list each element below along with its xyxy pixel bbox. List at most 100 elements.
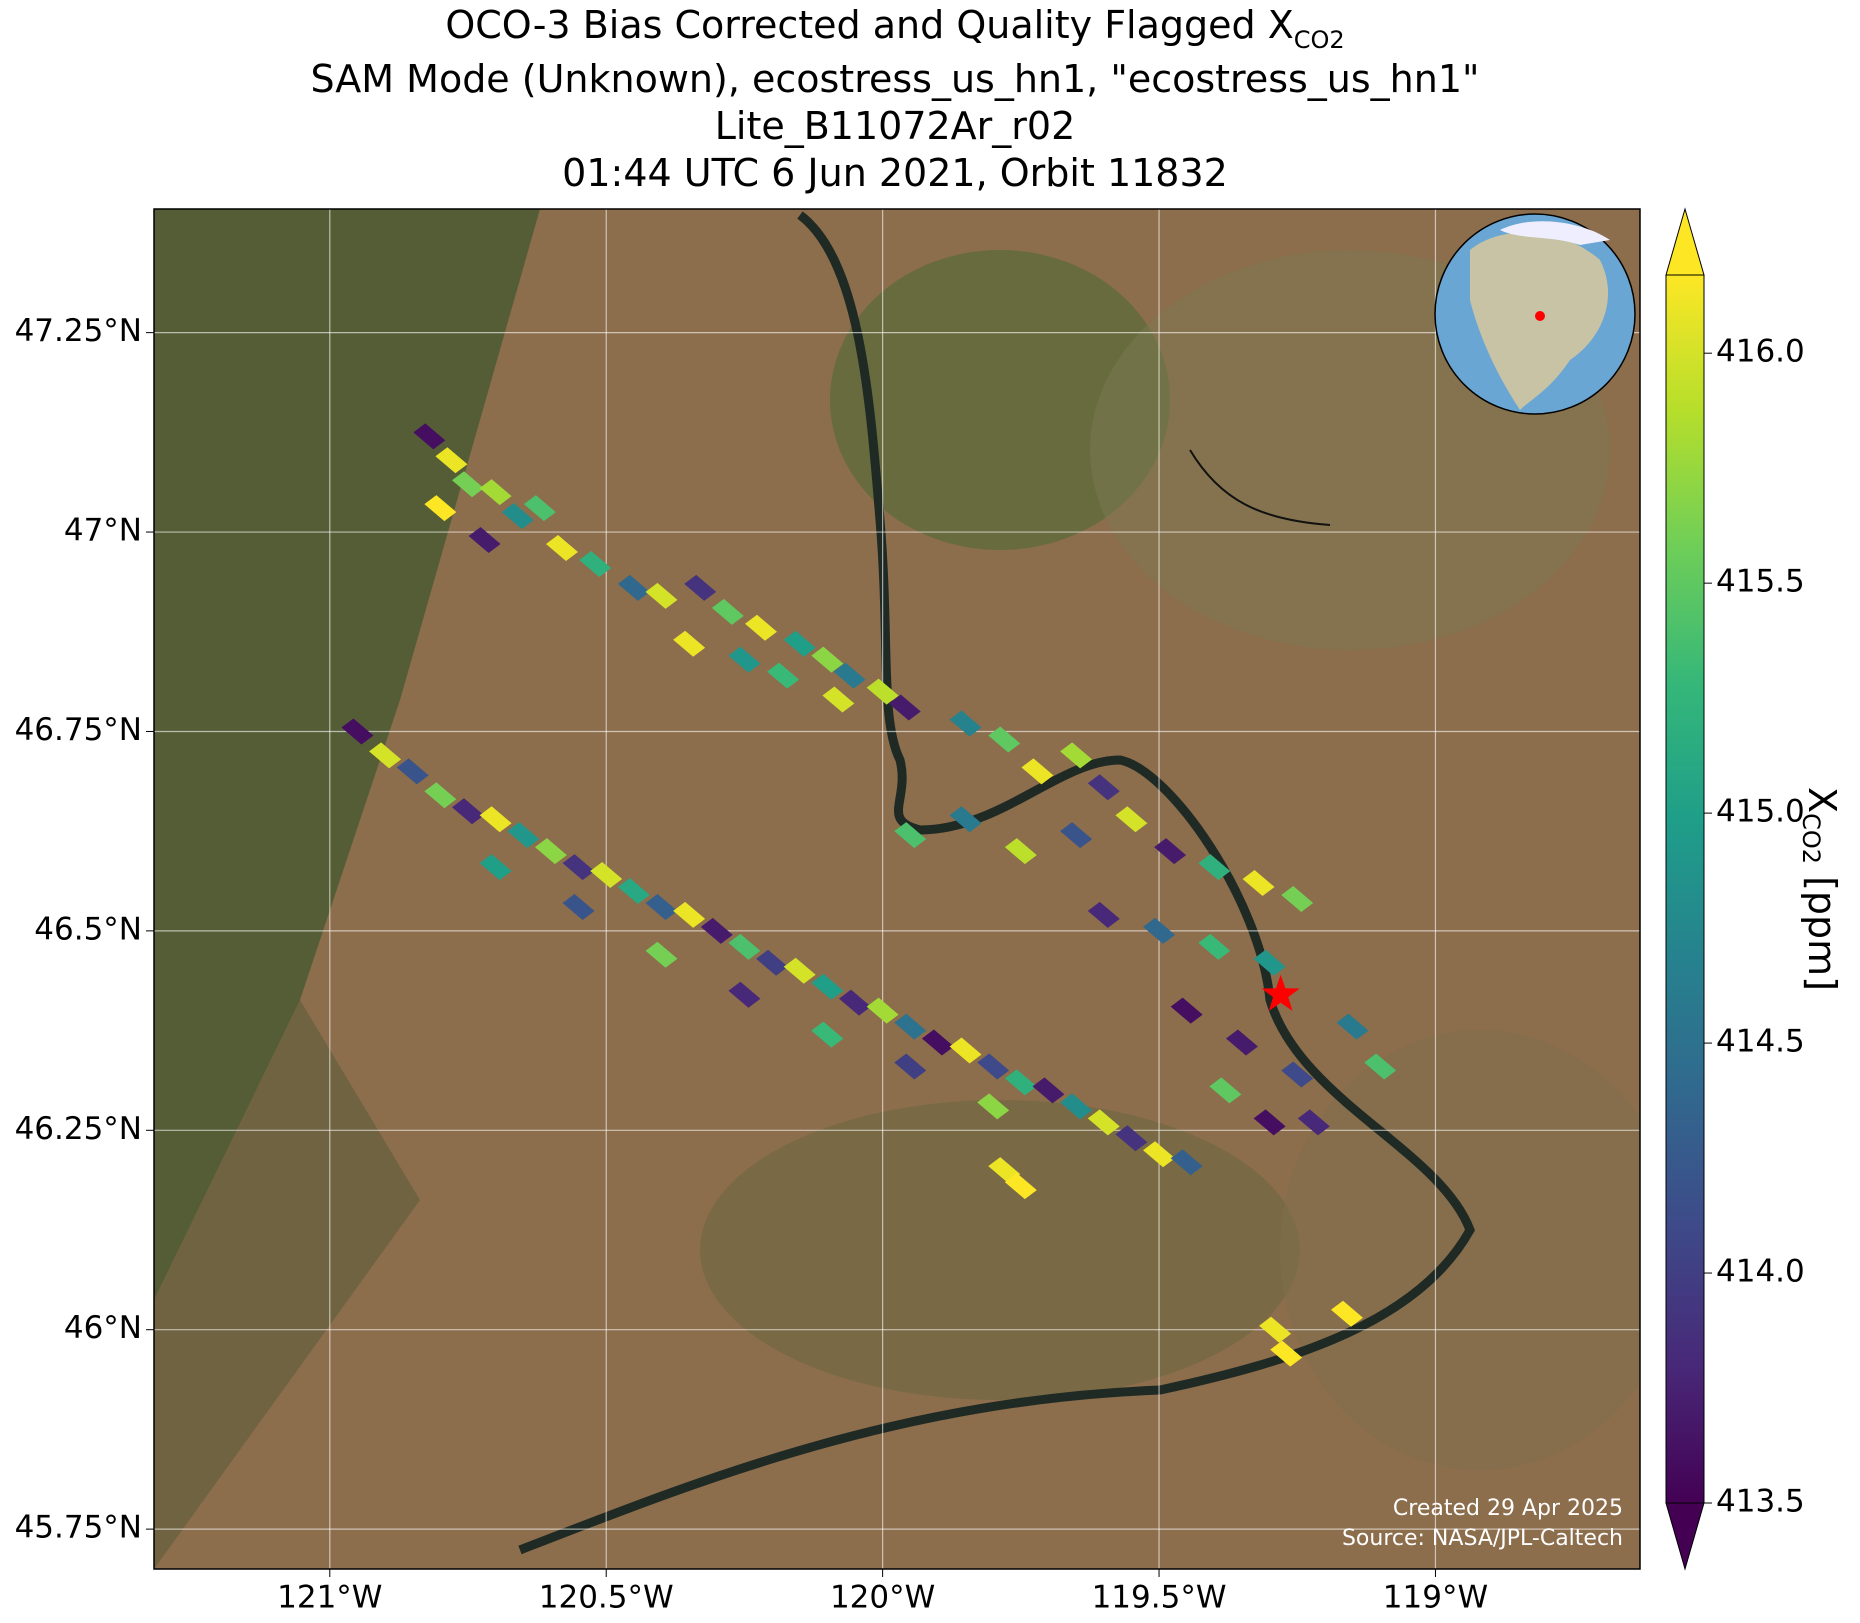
sounding [888, 694, 921, 721]
sounding [894, 1053, 927, 1080]
y-tick-label: 45.75°N [15, 1510, 142, 1546]
sounding [1331, 1300, 1364, 1327]
colorbar-extend-max [1665, 207, 1705, 276]
subtitle: 01:44 UTC 6 Jun 2021, Orbit 11832 [562, 151, 1228, 195]
footer-source: Source: NASA/JPL-Caltech [1342, 1526, 1623, 1551]
sounding [894, 822, 927, 849]
sounding [1060, 822, 1093, 849]
sounding [479, 806, 512, 833]
sounding [728, 981, 761, 1008]
sounding [1060, 1093, 1093, 1120]
globe-inset [1434, 213, 1636, 415]
x-tick-label: 119.5°W [1092, 1580, 1227, 1616]
sounding [1281, 1061, 1314, 1088]
y-tick-label: 46.75°N [15, 712, 142, 748]
sounding [728, 646, 761, 673]
sounding [1115, 806, 1148, 833]
sounding [745, 614, 778, 641]
sounding [452, 471, 485, 498]
sounding [1253, 949, 1286, 976]
sounding [1198, 854, 1231, 881]
y-tick-label: 46.25°N [15, 1111, 142, 1147]
sounding [1087, 901, 1120, 928]
footer-created: Created 29 Apr 2025 [1393, 1496, 1623, 1521]
sounding [977, 1093, 1010, 1120]
sounding [1170, 1149, 1203, 1176]
site-marker [1261, 974, 1300, 1011]
sounding [949, 806, 982, 833]
sounding [413, 423, 446, 450]
sounding [728, 933, 761, 960]
sounding [479, 479, 512, 506]
colorbar-tick-label: 416.0 [1716, 334, 1805, 370]
sounding [1032, 1077, 1065, 1104]
sounding [756, 949, 789, 976]
x-tick-label: 120°W [830, 1580, 935, 1616]
sounding [396, 758, 429, 785]
y-tick-label: 47°N [64, 513, 142, 549]
sounding [1259, 1316, 1292, 1343]
colorbar-tick-label: 414.0 [1716, 1254, 1805, 1290]
x-tick-label: 121°W [277, 1580, 382, 1616]
sounding [341, 718, 374, 745]
sounding [617, 877, 650, 904]
y-tick-label: 46°N [64, 1310, 142, 1346]
sounding [1143, 917, 1176, 944]
sounding [479, 854, 512, 881]
y-tick-label: 47.25°N [15, 313, 142, 349]
sounding [468, 527, 501, 554]
sounding [1004, 838, 1037, 865]
sounding [369, 742, 402, 769]
basemap [154, 209, 1640, 1569]
sounding [949, 1037, 982, 1064]
sounding [1297, 1109, 1330, 1136]
colorbar-frame [1665, 274, 1705, 1504]
sounding [590, 862, 623, 889]
sounding [1364, 1053, 1397, 1080]
colorbar-tick-label: 415.5 [1716, 564, 1805, 600]
sounding [534, 838, 567, 865]
sounding [767, 662, 800, 689]
globe-site-marker [1535, 311, 1545, 321]
sounding [507, 822, 540, 849]
sounding [452, 798, 485, 825]
sounding [424, 495, 457, 522]
sounding [1281, 885, 1314, 912]
sounding [977, 1053, 1010, 1080]
plot-frame [153, 208, 1641, 1570]
sounding [645, 893, 678, 920]
colorbar-tick-label: 413.5 [1716, 1484, 1805, 1520]
sounding [700, 917, 733, 944]
sounding [545, 535, 578, 562]
sounding [811, 1021, 844, 1048]
sounding [988, 726, 1021, 753]
sounding [579, 550, 612, 577]
sounding [1115, 1125, 1148, 1152]
sounding [617, 574, 650, 601]
sounding [921, 1029, 954, 1056]
colorbar-tick-label: 414.5 [1716, 1024, 1805, 1060]
y-tick-label: 46.5°N [34, 911, 142, 947]
sounding [866, 678, 899, 705]
sounding [1004, 1069, 1037, 1096]
plot-area [154, 209, 1640, 1569]
sounding [949, 710, 982, 737]
sounding [673, 901, 706, 928]
sounding [783, 957, 816, 984]
subtitle: Lite_B11072Ar_r02 [715, 104, 1076, 148]
sounding [1004, 1173, 1037, 1200]
colorbar-scale [1666, 275, 1704, 1503]
sounding [1270, 1340, 1303, 1367]
sounding [1087, 1109, 1120, 1136]
sounding [523, 495, 556, 522]
sounding [645, 582, 678, 609]
sounding [1225, 1029, 1258, 1056]
sounding [1336, 1013, 1369, 1040]
sounding [424, 782, 457, 809]
sounding [811, 646, 844, 673]
sounding [673, 630, 706, 657]
sounding [1198, 933, 1231, 960]
colorbar-extend-min [1665, 1502, 1705, 1571]
sounding [866, 997, 899, 1024]
